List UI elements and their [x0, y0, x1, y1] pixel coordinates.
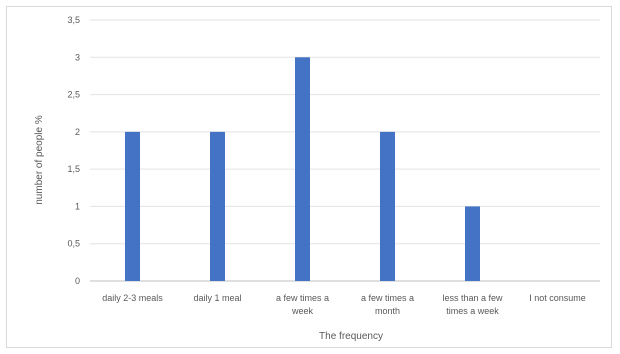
- x-category-label: a few times a month: [361, 293, 414, 316]
- x-axis-title: The frequency: [319, 331, 383, 342]
- y-tick-label: 3: [75, 52, 80, 62]
- gridlines: [90, 19, 600, 282]
- bar: [125, 131, 140, 281]
- bar: [465, 206, 480, 281]
- y-tick-label: 3,5: [67, 15, 80, 25]
- y-tick-label: 1: [75, 201, 80, 211]
- x-category-label: I not consume: [529, 293, 586, 303]
- x-category-label: daily 1 meal: [193, 293, 241, 303]
- bar: [210, 131, 225, 281]
- y-tick-label: 0,5: [67, 239, 80, 249]
- x-category-label: less than a few times a week: [442, 293, 503, 316]
- bar: [295, 57, 310, 282]
- x-category-labels: daily 2-3 meals daily 1 meal a few times a…: [102, 293, 586, 316]
- bar: [380, 131, 395, 281]
- y-tick-label: 1,5: [67, 164, 80, 174]
- y-axis-title: number of people %: [34, 115, 45, 205]
- x-category-label: daily 2-3 meals: [102, 293, 163, 303]
- y-tick-label: 2: [75, 127, 80, 137]
- y-tick-label: 0: [75, 276, 80, 286]
- bars: [125, 57, 480, 282]
- y-tick-labels: 0 0,5 1 1,5 2 2,5 3 3,5: [67, 15, 80, 286]
- x-category-label: a few times a week: [276, 293, 329, 316]
- y-tick-label: 2,5: [67, 90, 80, 100]
